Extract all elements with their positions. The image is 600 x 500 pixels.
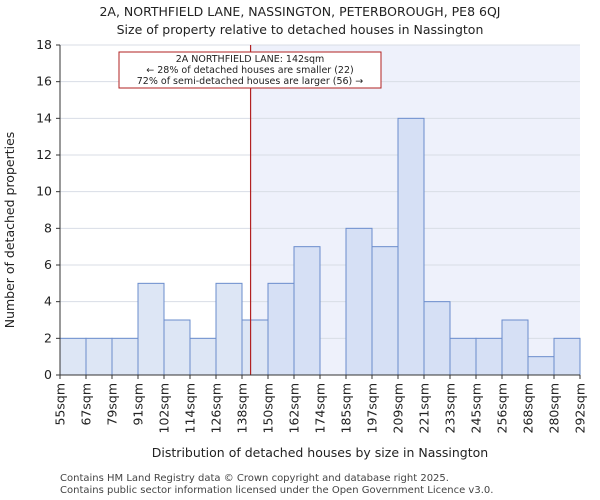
x-axis-label: Distribution of detached houses by size … bbox=[152, 445, 488, 460]
y-tick-label: 0 bbox=[44, 367, 52, 382]
y-tick-label: 8 bbox=[44, 220, 52, 235]
x-tick-label: 245sqm bbox=[469, 383, 484, 433]
histogram-bar bbox=[85, 337, 113, 376]
x-tick-label: 126sqm bbox=[209, 383, 224, 433]
x-tick-label: 67sqm bbox=[79, 383, 94, 426]
chart-title: 2A, NORTHFIELD LANE, NASSINGTON, PETERBO… bbox=[99, 4, 501, 19]
histogram-bar bbox=[59, 337, 87, 376]
y-tick-label: 12 bbox=[36, 147, 52, 162]
x-tick-label: 233sqm bbox=[443, 383, 458, 433]
histogram-bar bbox=[215, 282, 243, 376]
histogram-bar bbox=[527, 356, 555, 376]
y-tick-label: 6 bbox=[44, 257, 52, 272]
histogram-bar bbox=[267, 282, 295, 376]
histogram-bar bbox=[345, 227, 373, 376]
x-tick-label: 197sqm bbox=[365, 383, 380, 433]
x-tick-label: 221sqm bbox=[417, 383, 432, 433]
histogram-bar bbox=[449, 337, 477, 376]
x-tick-label: 150sqm bbox=[261, 383, 276, 433]
y-tick-label: 14 bbox=[36, 110, 52, 125]
histogram-bar bbox=[501, 319, 529, 376]
histogram-bar bbox=[241, 319, 269, 376]
x-tick-label: 174sqm bbox=[313, 383, 328, 433]
annotation-box bbox=[118, 51, 382, 89]
x-tick-label: 256sqm bbox=[495, 383, 510, 433]
x-tick-label: 280sqm bbox=[547, 383, 562, 433]
histogram-bar bbox=[163, 319, 191, 376]
histogram-bar bbox=[423, 301, 451, 376]
x-tick-label: 162sqm bbox=[287, 383, 302, 433]
histogram-bar bbox=[397, 117, 425, 376]
chart-subtitle: Size of property relative to detached ho… bbox=[116, 22, 484, 37]
x-tick-label: 79sqm bbox=[105, 383, 120, 426]
footer-licence: Contains public sector information licen… bbox=[60, 485, 494, 496]
histogram-bar bbox=[475, 337, 503, 376]
x-tick-label: 55sqm bbox=[53, 383, 68, 426]
histogram-bar bbox=[293, 246, 321, 376]
y-tick-label: 18 bbox=[36, 37, 52, 52]
histogram-bar bbox=[189, 337, 217, 376]
annotation-line-3: 72% of semi-detached houses are larger (… bbox=[137, 76, 364, 87]
y-tick-label: 2 bbox=[44, 330, 52, 345]
x-tick-label: 91sqm bbox=[131, 383, 146, 426]
footer-copyright: Contains HM Land Registry data © Crown c… bbox=[60, 473, 449, 484]
y-tick-label: 10 bbox=[36, 184, 52, 199]
annotation-line-2: ← 28% of detached houses are smaller (22… bbox=[146, 65, 353, 76]
x-tick-label: 209sqm bbox=[391, 383, 406, 433]
x-tick-label: 138sqm bbox=[235, 383, 250, 433]
x-tick-label: 268sqm bbox=[521, 383, 536, 433]
x-tick-label: 292sqm bbox=[573, 383, 588, 433]
histogram-bar bbox=[111, 337, 139, 376]
histogram-chart: 0 2 4 6 8 10 12 14 16 18 55sqm 67sqm 79sqm 91sqm 102s… bbox=[2, 37, 588, 460]
histogram-bar bbox=[371, 246, 399, 376]
y-tick-label: 4 bbox=[44, 294, 52, 309]
annotation-line-1: 2A NORTHFIELD LANE: 142sqm bbox=[176, 54, 325, 65]
x-tick-label: 102sqm bbox=[157, 383, 172, 433]
y-tick-label: 16 bbox=[36, 74, 52, 89]
y-axis-label: Number of detached properties bbox=[2, 132, 17, 329]
x-tick-label: 185sqm bbox=[339, 383, 354, 433]
histogram-bar bbox=[137, 282, 165, 376]
histogram-bar bbox=[553, 337, 581, 376]
x-tick-label: 114sqm bbox=[183, 383, 198, 433]
